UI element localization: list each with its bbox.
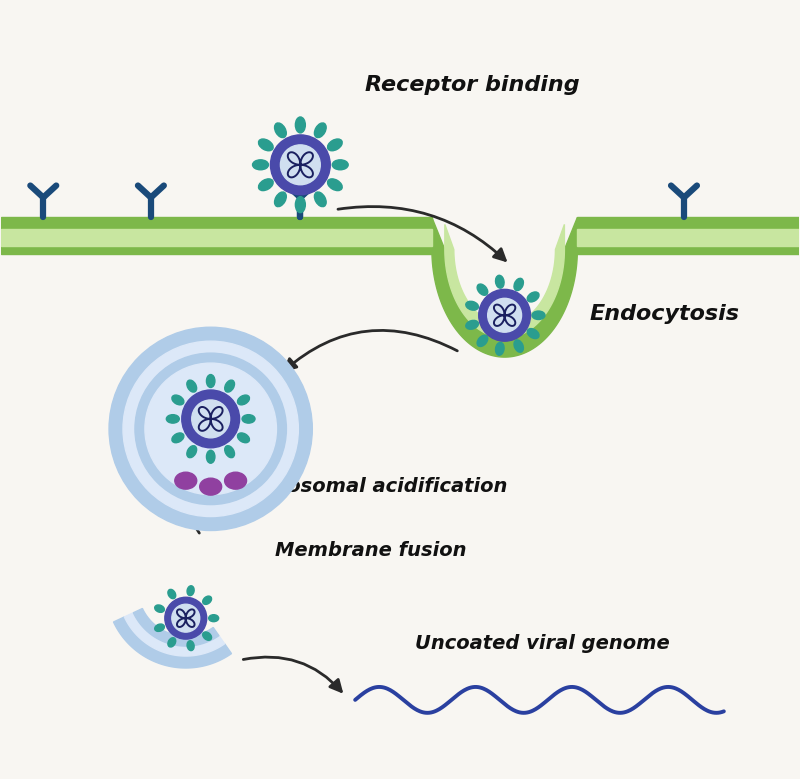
Circle shape — [165, 597, 206, 639]
Ellipse shape — [527, 292, 539, 302]
Circle shape — [270, 135, 330, 195]
Ellipse shape — [187, 446, 197, 458]
Ellipse shape — [175, 472, 197, 489]
Ellipse shape — [238, 395, 250, 405]
Ellipse shape — [274, 192, 286, 206]
Ellipse shape — [238, 433, 250, 442]
Circle shape — [478, 289, 530, 341]
Circle shape — [123, 341, 298, 516]
Ellipse shape — [332, 160, 348, 170]
Ellipse shape — [274, 123, 286, 138]
FancyBboxPatch shape — [2, 229, 432, 246]
Ellipse shape — [242, 414, 255, 423]
Ellipse shape — [154, 605, 164, 612]
Circle shape — [192, 400, 230, 438]
Ellipse shape — [209, 615, 218, 622]
Circle shape — [488, 298, 522, 332]
Ellipse shape — [327, 179, 342, 191]
FancyBboxPatch shape — [578, 229, 798, 246]
Ellipse shape — [295, 117, 306, 133]
Ellipse shape — [187, 586, 194, 596]
Ellipse shape — [466, 301, 478, 310]
Polygon shape — [114, 617, 231, 668]
Ellipse shape — [466, 320, 478, 330]
Text: Endosomal acidification: Endosomal acidification — [246, 478, 507, 496]
Ellipse shape — [258, 139, 273, 151]
Polygon shape — [134, 608, 219, 646]
Ellipse shape — [495, 275, 504, 288]
Ellipse shape — [172, 433, 184, 442]
Ellipse shape — [514, 278, 523, 291]
Ellipse shape — [166, 414, 179, 423]
Ellipse shape — [187, 640, 194, 650]
Text: Endocytosis: Endocytosis — [590, 305, 739, 324]
Ellipse shape — [532, 311, 545, 319]
Circle shape — [135, 353, 286, 505]
Ellipse shape — [168, 590, 176, 599]
Ellipse shape — [206, 450, 215, 464]
Circle shape — [109, 327, 312, 530]
Text: Receptor binding: Receptor binding — [365, 75, 580, 95]
Polygon shape — [432, 217, 578, 357]
Polygon shape — [124, 613, 225, 656]
Circle shape — [172, 605, 200, 632]
Ellipse shape — [477, 284, 488, 295]
Ellipse shape — [200, 478, 222, 495]
Polygon shape — [445, 224, 565, 338]
Ellipse shape — [527, 329, 539, 339]
FancyBboxPatch shape — [2, 217, 432, 254]
Ellipse shape — [477, 335, 488, 347]
Ellipse shape — [202, 596, 211, 605]
Ellipse shape — [253, 160, 269, 170]
Ellipse shape — [225, 446, 234, 458]
Text: Uncoated viral genome: Uncoated viral genome — [415, 633, 670, 653]
Ellipse shape — [225, 380, 234, 392]
Ellipse shape — [202, 632, 211, 640]
Ellipse shape — [314, 192, 326, 206]
Ellipse shape — [168, 638, 176, 647]
FancyBboxPatch shape — [578, 217, 798, 254]
Ellipse shape — [514, 340, 523, 352]
Ellipse shape — [154, 624, 164, 632]
Ellipse shape — [187, 380, 197, 392]
Ellipse shape — [495, 342, 504, 355]
Ellipse shape — [327, 139, 342, 151]
Ellipse shape — [225, 472, 246, 489]
Circle shape — [145, 363, 277, 495]
Ellipse shape — [314, 123, 326, 138]
Ellipse shape — [206, 375, 215, 387]
Ellipse shape — [172, 395, 184, 405]
Text: Membrane fusion: Membrane fusion — [275, 541, 467, 560]
Ellipse shape — [258, 179, 273, 191]
Circle shape — [281, 145, 320, 185]
Ellipse shape — [295, 196, 306, 213]
Circle shape — [182, 390, 239, 448]
